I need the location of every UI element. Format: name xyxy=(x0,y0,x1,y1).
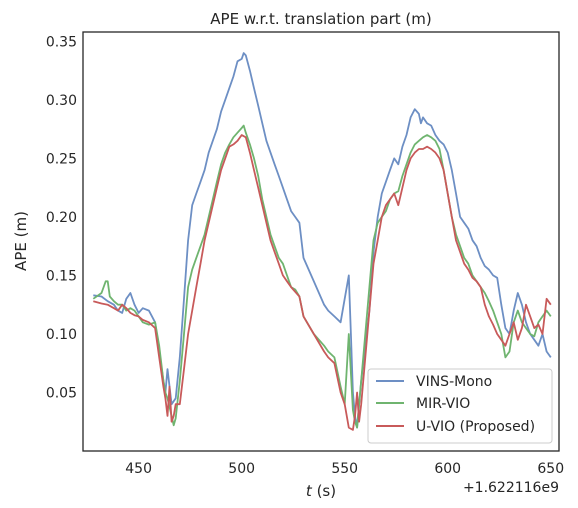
x-tick-labels: 450 500 550 600 650 xyxy=(125,461,564,477)
plot-frame xyxy=(82,31,560,452)
series-lines xyxy=(92,52,552,431)
x-offset-label: +1.622116e9 xyxy=(463,480,559,496)
y-tick-label: 0.35 xyxy=(46,34,77,50)
series-line-vins-mono xyxy=(93,52,552,429)
x-axis-label: t (s) xyxy=(306,482,336,500)
x-tick-label: 500 xyxy=(228,461,255,477)
y-tick-label: 0.10 xyxy=(46,327,77,343)
y-axis-label: APE (m) xyxy=(12,211,30,271)
x-tick-label: 600 xyxy=(434,461,461,477)
legend-label-vins-mono: VINS-Mono xyxy=(416,374,492,390)
y-tick-label: 0.20 xyxy=(46,210,77,226)
x-tick-label: 450 xyxy=(125,461,152,477)
y-tick-label: 0.30 xyxy=(46,93,77,109)
series-line-mir-vio xyxy=(92,124,552,429)
x-tick-label: 650 xyxy=(537,461,564,477)
legend: VINS-Mono MIR-VIO U-VIO (Proposed) xyxy=(367,368,553,444)
legend-label-mir-vio: MIR-VIO xyxy=(416,396,470,412)
y-tick-label: 0.25 xyxy=(46,151,77,167)
chart-title: APE w.r.t. translation part (m) xyxy=(210,10,431,28)
y-tick-label: 0.05 xyxy=(46,385,77,401)
x-axis-label-italic: t xyxy=(306,482,313,500)
x-tick-label: 550 xyxy=(331,461,358,477)
x-axis-label-unit: (s) xyxy=(312,482,336,500)
series-line-u-vio-proposed xyxy=(93,134,552,431)
legend-box xyxy=(367,368,553,444)
y-tick-labels: 0.05 0.10 0.15 0.20 0.25 0.30 0.35 xyxy=(46,34,77,401)
y-tick-label: 0.15 xyxy=(46,268,77,284)
legend-label-u-vio: U-VIO (Proposed) xyxy=(416,419,535,435)
